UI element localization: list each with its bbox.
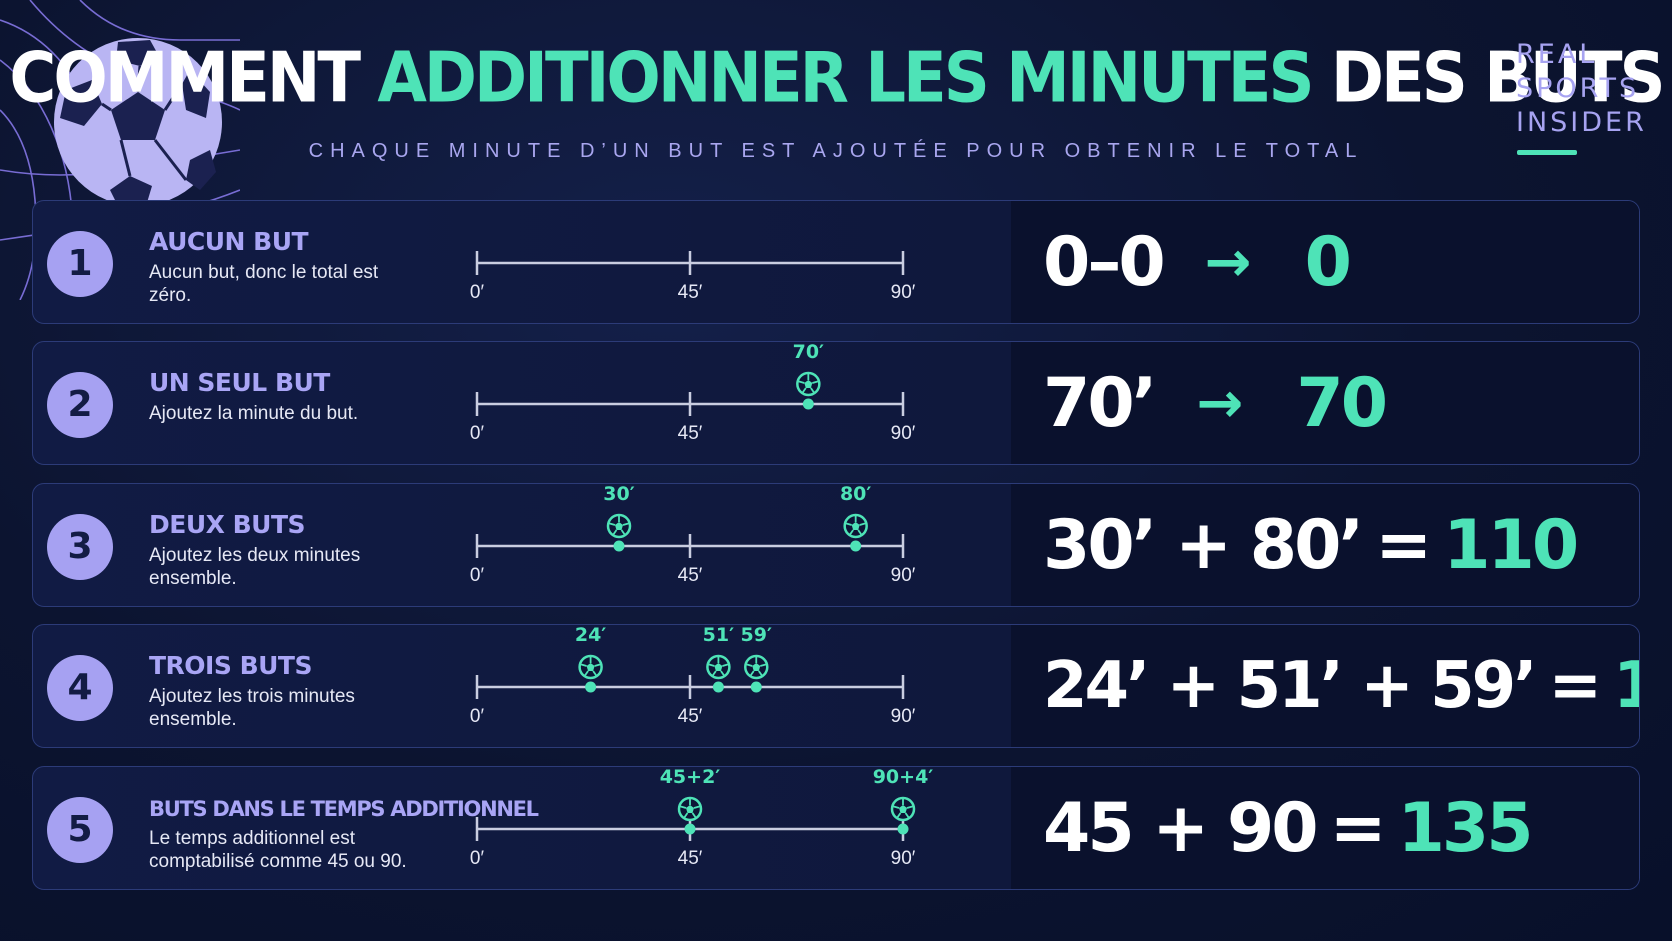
arrow-right-icon: → — [1204, 229, 1252, 295]
row-title: BUTS DANS LE TEMPS ADDITIONNEL — [149, 797, 539, 821]
equation-expression: 30’ + 80’ — [1043, 505, 1364, 585]
timeline-tick-label: 90′ — [891, 565, 916, 586]
brand-line-3: INSIDER — [1516, 107, 1647, 138]
brand-logo: REAL SPORTS INSIDER — [1516, 38, 1647, 140]
row-description: Ajoutez les trois minutes ensemble. — [149, 686, 355, 730]
equation-area — [1011, 625, 1639, 747]
goal-minute-label: 80′ — [840, 484, 871, 505]
row-number-badge: 2 — [47, 372, 113, 438]
timeline-tick-label: 0′ — [470, 565, 485, 586]
title-part-3: DES BUTS — [1311, 39, 1666, 119]
soccer-ball-icon — [578, 654, 603, 680]
row-title: DEUX BUTS — [149, 510, 306, 539]
brand-line-2: SPORTS — [1516, 73, 1640, 104]
equals-sign: = — [1329, 788, 1387, 868]
goal-marker-dot — [897, 823, 909, 835]
equation-result: 0 — [1304, 222, 1352, 302]
goal-timeline: 0′ 45′ 90′ 70′ — [470, 342, 916, 444]
goal-marker-dot — [684, 823, 696, 835]
equation-result: 110 — [1443, 505, 1579, 585]
row-title: TROIS BUTS — [149, 651, 312, 680]
row-panel-5: 5 BUTS DANS LE TEMPS ADDITIONNEL Le temp… — [32, 766, 1640, 890]
goal-timeline: 0′ 45′ 90′ 24′ 51′ 59′ — [470, 625, 916, 727]
page-title: COMMENT ADDITIONNER LES MINUTES DES BUTS — [0, 39, 1672, 119]
goal-minute-label: 59′ — [741, 625, 772, 646]
timeline-tick-label: 45′ — [678, 848, 703, 869]
equation: 0–0 → 0 — [1043, 201, 1352, 323]
equation-area — [1011, 201, 1639, 323]
soccer-ball-icon — [744, 654, 769, 680]
goal-marker-dot — [712, 681, 724, 693]
timeline-tick-label: 45′ — [678, 565, 703, 586]
goal-minute-label: 70′ — [793, 342, 824, 363]
equation-expression: 70’ — [1043, 363, 1157, 443]
equals-sign: = — [1548, 649, 1603, 723]
soccer-ball-icon — [677, 796, 703, 822]
equation-expression: 0–0 — [1043, 222, 1166, 302]
goal-timeline: 0′ 45′ 90′ 45+2′ 90+4′ — [470, 767, 934, 869]
goal-minute-label: 45+2′ — [660, 767, 721, 788]
equation-area — [1011, 484, 1639, 606]
soccer-ball-icon — [843, 513, 868, 539]
equation: 70’ → 70 — [1043, 342, 1388, 464]
goal-marker-dot — [613, 540, 625, 552]
equation-expression: 24’ + 51’ + 59’ — [1043, 649, 1537, 723]
timeline-tick-label: 0′ — [470, 282, 485, 303]
soccer-ball-icon — [890, 796, 916, 822]
goal-minute-label: 24′ — [575, 625, 606, 646]
equation-expression: 45 + 90 — [1043, 788, 1319, 868]
row-number-badge: 5 — [47, 797, 113, 863]
row-panel-1: 1 AUCUN BUT Aucun but, donc le total est… — [32, 200, 1640, 324]
equation: 30’ + 80’ = 110 — [1043, 484, 1579, 606]
timeline-tick-label: 90′ — [891, 706, 916, 727]
goal-marker-dot — [850, 540, 862, 552]
goal-minute-label: 30′ — [603, 484, 634, 505]
equation-area — [1011, 767, 1639, 889]
page-subtitle: CHAQUE MINUTE D’UN BUT EST AJOUTÉE POUR … — [308, 140, 1364, 162]
equation-result: 134 — [1613, 649, 1639, 723]
row-title: UN SEUL BUT — [149, 368, 330, 397]
brand-underline — [1517, 150, 1577, 155]
goal-minute-label: 90+4′ — [873, 767, 934, 788]
timeline-tick-label: 90′ — [891, 423, 916, 444]
title-highlight: ADDITIONNER LES MINUTES — [377, 39, 1314, 119]
goal-marker-dot — [802, 398, 814, 410]
goal-marker-dot — [750, 681, 762, 693]
timeline-tick-label: 0′ — [470, 848, 485, 869]
goal-timeline: 0′ 45′ 90′ — [470, 251, 916, 303]
row-description: Ajoutez la minute du but. — [149, 403, 359, 424]
row-panel-4: 4 TROIS BUTS Ajoutez les trois minutes e… — [32, 624, 1640, 748]
soccer-ball-icon — [706, 654, 731, 680]
goal-timeline: 0′ 45′ 90′ 30′ 80′ — [470, 484, 916, 586]
timeline-tick-label: 45′ — [678, 706, 703, 727]
goal-minute-label: 51′ — [703, 625, 734, 646]
title-part-1: COMMENT — [9, 39, 378, 119]
timeline-tick-label: 90′ — [891, 282, 916, 303]
row-panel-3: 3 DEUX BUTS Ajoutez les deux minutes ens… — [32, 483, 1640, 607]
brand-line-1: REAL — [1516, 39, 1598, 70]
row-description: Aucun but, donc le total est zéro. — [149, 262, 379, 306]
row-number-badge: 4 — [47, 655, 113, 721]
row-description: Le temps additionnel est comptabilisé co… — [149, 828, 407, 872]
timeline-tick-label: 45′ — [678, 423, 703, 444]
row-number-badge: 1 — [47, 231, 113, 297]
timeline-tick-label: 0′ — [470, 706, 485, 727]
arrow-right-icon: → — [1196, 370, 1243, 436]
row-description: Ajoutez les deux minutes ensemble. — [149, 545, 361, 589]
soccer-ball-icon — [796, 371, 821, 397]
goal-marker-dot — [585, 681, 597, 693]
timeline-tick-label: 45′ — [678, 282, 703, 303]
row-title: AUCUN BUT — [149, 227, 309, 256]
equals-sign: = — [1375, 505, 1432, 585]
equation: 24’ + 51’ + 59’ = 134 — [1043, 625, 1639, 747]
equation: 45 + 90 = 135 — [1043, 767, 1534, 889]
equation-result: 135 — [1397, 788, 1534, 868]
timeline-tick-label: 90′ — [891, 848, 916, 869]
row-panel-2: 2 UN SEUL BUT Ajoutez la minute du but. … — [32, 341, 1640, 465]
timeline-tick-label: 0′ — [470, 423, 485, 444]
row-number-badge: 3 — [47, 514, 113, 580]
equation-area — [1011, 342, 1639, 464]
equation-result: 70 — [1296, 363, 1388, 443]
soccer-ball-icon — [606, 513, 632, 539]
